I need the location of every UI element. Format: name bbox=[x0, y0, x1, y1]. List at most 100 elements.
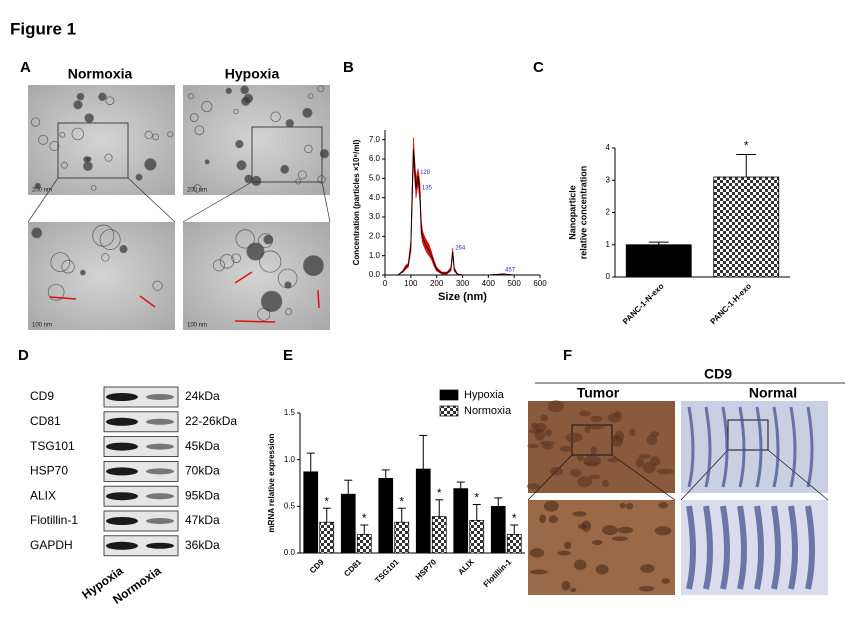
vesicle bbox=[71, 127, 85, 141]
panel-label: D bbox=[18, 347, 29, 364]
protein-label: GAPDH bbox=[30, 538, 73, 552]
vesicle bbox=[144, 130, 153, 140]
y-axis-label: Nanoparticle bbox=[567, 185, 577, 240]
vesicle bbox=[98, 92, 107, 101]
blot-band bbox=[146, 443, 174, 450]
gland bbox=[720, 505, 730, 590]
em-image bbox=[28, 85, 175, 195]
vesicle bbox=[251, 175, 262, 186]
gland bbox=[806, 406, 814, 488]
gland bbox=[737, 505, 747, 590]
panel-label: E bbox=[283, 347, 293, 364]
tissue-cell bbox=[595, 564, 609, 575]
panel-label: B bbox=[343, 59, 354, 76]
x-axis-label: Size (nm) bbox=[438, 291, 487, 303]
protein-label: HSP70 bbox=[30, 464, 68, 478]
arrow bbox=[234, 271, 253, 284]
panel-label: F bbox=[563, 347, 572, 364]
vesicle bbox=[187, 93, 195, 100]
vesicle bbox=[201, 101, 213, 113]
em-image bbox=[28, 222, 175, 330]
y-tick-label: 1.0 bbox=[369, 251, 381, 260]
blot-band bbox=[106, 417, 138, 426]
vesicle bbox=[83, 161, 93, 172]
y-tick-label: 1 bbox=[606, 240, 611, 249]
tissue-cell bbox=[584, 461, 600, 466]
tissue-cell bbox=[607, 412, 622, 423]
x-tick-label: PANC-1-H-exo bbox=[709, 281, 754, 326]
zoom-line bbox=[527, 454, 573, 501]
x-tick-label: 400 bbox=[482, 279, 496, 288]
vesicle bbox=[263, 234, 274, 245]
vesicle bbox=[303, 255, 324, 277]
gland bbox=[755, 406, 763, 488]
tissue-cell bbox=[539, 514, 547, 524]
gland bbox=[772, 406, 780, 488]
vesicle bbox=[297, 170, 307, 180]
zoom-line bbox=[182, 181, 253, 223]
scale-bar-label: 200 nm bbox=[187, 188, 207, 194]
tissue-cell bbox=[590, 415, 603, 423]
gland bbox=[805, 505, 815, 590]
protein-label: ALIX bbox=[30, 488, 56, 502]
vesicle bbox=[280, 164, 290, 174]
bar bbox=[319, 521, 335, 554]
panel-label: A bbox=[20, 59, 31, 76]
blot-strip bbox=[103, 436, 179, 458]
x-tick-label: Flotillin-1 bbox=[482, 557, 514, 589]
vesicle bbox=[47, 283, 65, 301]
arrow bbox=[139, 295, 156, 308]
tissue-cell bbox=[654, 526, 672, 536]
bar bbox=[506, 533, 522, 554]
size-label: 70kDa bbox=[185, 464, 220, 478]
tissue-cell bbox=[638, 585, 655, 592]
tissue-cell bbox=[565, 432, 583, 443]
arrow bbox=[234, 320, 276, 323]
tissue-cell bbox=[564, 541, 572, 550]
tissue-cell bbox=[607, 457, 620, 463]
arrow bbox=[49, 296, 77, 300]
vesicle bbox=[317, 85, 325, 93]
gland bbox=[721, 406, 729, 488]
vesicle bbox=[101, 253, 110, 262]
scale-bar-label: 200 nm bbox=[32, 188, 52, 194]
western-blot: CD9 24kDa CD81 22-26kDa TSG101 45kDa HSP70 70kD… bbox=[30, 386, 237, 607]
x-tick-label: TSG101 bbox=[373, 557, 401, 585]
figure-title: Figure 1 bbox=[10, 19, 76, 38]
blot-band bbox=[146, 493, 174, 500]
zoom-box bbox=[57, 122, 129, 179]
condition-label: Normoxia bbox=[68, 66, 133, 82]
gland bbox=[754, 505, 764, 590]
size-label: 47kDa bbox=[185, 513, 220, 527]
ihc-images bbox=[526, 400, 829, 595]
x-tick-label: HSP70 bbox=[414, 557, 439, 582]
blot-strip bbox=[103, 460, 179, 482]
condition-label: Hypoxia bbox=[225, 66, 280, 82]
tissue-cell bbox=[588, 474, 601, 480]
vesicle bbox=[49, 140, 60, 152]
y-tick-label: 3 bbox=[606, 175, 611, 184]
y-tick-label: 1.0 bbox=[284, 455, 296, 464]
y-tick-label: 0.0 bbox=[369, 270, 381, 279]
tissue-cell bbox=[658, 501, 669, 509]
blot-band bbox=[146, 394, 174, 400]
tissue-cell bbox=[577, 475, 593, 488]
vesicle bbox=[38, 134, 49, 145]
size-label: 45kDa bbox=[185, 439, 220, 453]
ihc-image bbox=[681, 500, 828, 595]
zoom-line bbox=[611, 454, 676, 501]
tissue-cell bbox=[638, 454, 651, 459]
tissue-cell bbox=[549, 466, 563, 476]
significance: * bbox=[512, 511, 517, 525]
y-tick-label: 4.0 bbox=[369, 193, 381, 202]
y-axis-label: Concentration (particles ×10⁶/ml) bbox=[352, 139, 361, 265]
y-tick-label: 0.0 bbox=[284, 548, 296, 557]
tissue-cell bbox=[592, 539, 603, 546]
vesicle bbox=[31, 227, 43, 239]
tissue-cell bbox=[570, 468, 582, 478]
tissue-cell bbox=[540, 414, 549, 422]
x-tick-label: PANC-1-N-exo bbox=[621, 281, 666, 326]
tissue-cell bbox=[649, 456, 661, 467]
bar bbox=[356, 533, 372, 554]
gland bbox=[704, 406, 712, 488]
